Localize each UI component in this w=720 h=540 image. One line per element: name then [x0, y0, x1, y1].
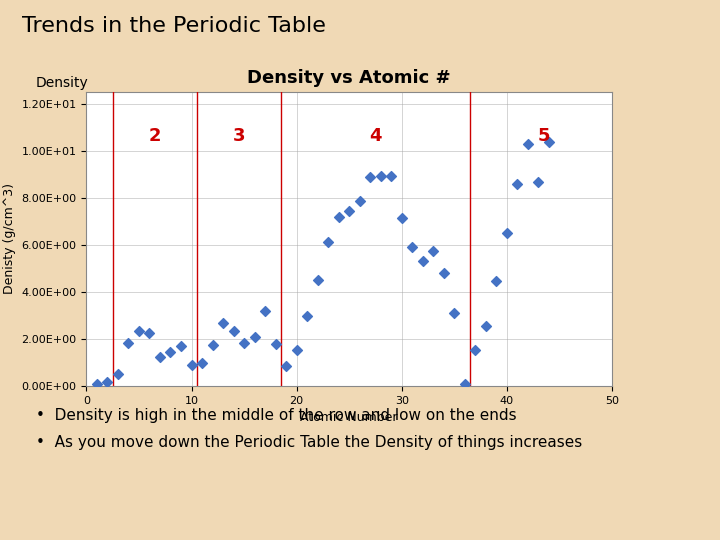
Point — [522, 140, 534, 149]
Point — [533, 178, 544, 187]
X-axis label: Atomic Number: Atomic Number — [300, 411, 398, 424]
Point — [238, 339, 250, 348]
Point — [186, 361, 197, 369]
Text: •  Density is high in the middle of the row and low on the ends: • Density is high in the middle of the r… — [36, 408, 517, 423]
Text: 5: 5 — [537, 127, 550, 145]
Point — [133, 327, 145, 335]
Point — [438, 268, 449, 277]
Point — [417, 256, 428, 265]
Point — [144, 328, 156, 337]
Point — [375, 172, 387, 181]
Point — [490, 276, 502, 285]
Point — [270, 340, 282, 348]
Point — [165, 348, 176, 357]
Point — [501, 228, 513, 237]
Text: 4: 4 — [369, 127, 382, 145]
Y-axis label: Denisty (g/cm^3): Denisty (g/cm^3) — [3, 184, 16, 294]
Point — [207, 341, 218, 349]
Point — [407, 242, 418, 251]
Text: Trends in the Periodic Table: Trends in the Periodic Table — [22, 16, 325, 36]
Point — [385, 172, 397, 180]
Point — [354, 197, 366, 205]
Text: 3: 3 — [233, 127, 245, 145]
Point — [249, 333, 261, 342]
Point — [122, 338, 134, 347]
Point — [333, 213, 344, 221]
Point — [197, 359, 208, 368]
Point — [154, 353, 166, 361]
Point — [459, 380, 471, 389]
Title: Density vs Atomic #: Density vs Atomic # — [248, 70, 451, 87]
Point — [512, 180, 523, 188]
Point — [449, 308, 460, 317]
Point — [323, 238, 334, 247]
Point — [428, 247, 439, 256]
Point — [175, 342, 186, 350]
Point — [102, 377, 113, 386]
Point — [364, 172, 376, 181]
Point — [312, 275, 323, 284]
Point — [112, 369, 124, 378]
Point — [91, 380, 103, 388]
Text: •  As you move down the Periodic Table the Density of things increases: • As you move down the Periodic Table th… — [36, 435, 582, 450]
Point — [480, 322, 492, 330]
Point — [543, 138, 554, 146]
Text: 2: 2 — [148, 127, 161, 145]
Point — [291, 345, 302, 354]
Point — [343, 207, 355, 215]
Text: Density: Density — [36, 76, 89, 90]
Point — [259, 306, 271, 315]
Point — [302, 312, 313, 320]
Point — [396, 214, 408, 222]
Point — [469, 346, 481, 354]
Point — [217, 318, 229, 327]
Point — [228, 327, 239, 335]
Point — [280, 362, 292, 370]
